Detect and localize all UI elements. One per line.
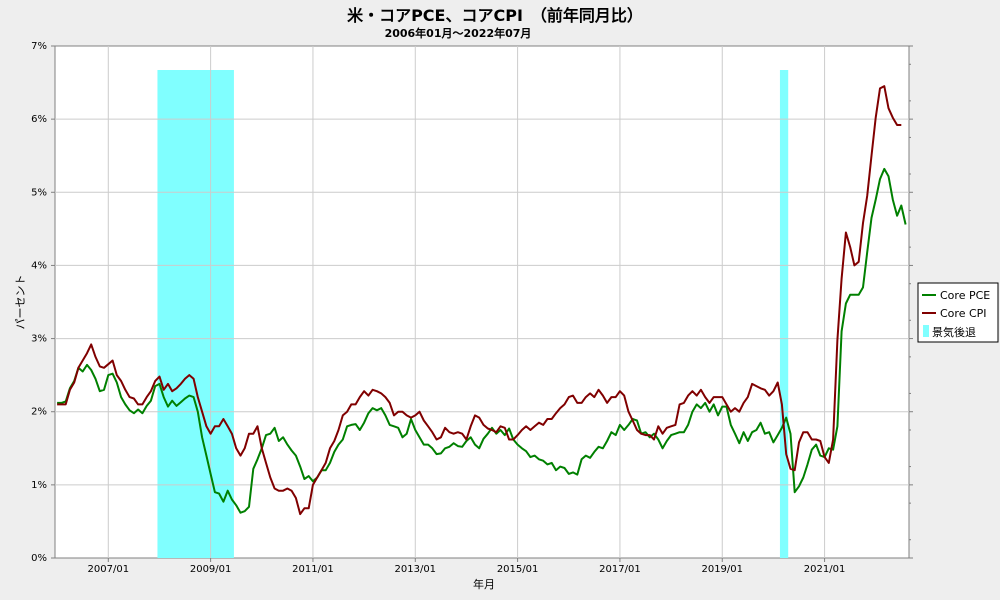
x-tick-label: 2011/01 <box>292 564 334 575</box>
x-axis-label: 年月 <box>473 577 495 591</box>
y-tick-label: 6% <box>31 114 47 125</box>
legend-label-core-cpi: Core CPI <box>940 307 987 320</box>
y-tick-label: 5% <box>31 187 47 198</box>
x-tick-label: 2021/01 <box>804 564 846 575</box>
y-tick-label: 1% <box>31 480 47 491</box>
legend: Core PCE Core CPI 景気後退 <box>918 283 998 342</box>
x-tick-label: 2015/01 <box>497 564 539 575</box>
legend-label-core-pce: Core PCE <box>940 289 990 302</box>
y-tick-label: 7% <box>31 41 47 52</box>
legend-label-recession: 景気後退 <box>932 325 976 339</box>
y-tick-label: 0% <box>31 553 47 564</box>
y-tick-label: 4% <box>31 260 47 271</box>
x-tick-label: 2017/01 <box>599 564 641 575</box>
y-tick-label: 2% <box>31 407 47 418</box>
x-tick-label: 2013/01 <box>395 564 437 575</box>
y-axis-label: パーセント <box>14 275 27 330</box>
y-tick-label: 3% <box>31 334 47 345</box>
chart-title: 米・コアPCE、コアCPI （前年同月比） <box>347 6 643 25</box>
legend-swatch-recession <box>923 325 929 337</box>
x-axis-ticks: 2007/01 2009/01 2011/01 2013/01 2015/01 2017/… <box>88 558 846 575</box>
x-tick-label: 2007/01 <box>88 564 130 575</box>
chart-subtitle: 2006年01月～2022年07月 <box>385 26 532 40</box>
x-tick-label: 2019/01 <box>701 564 743 575</box>
x-tick-label: 2009/01 <box>190 564 232 575</box>
